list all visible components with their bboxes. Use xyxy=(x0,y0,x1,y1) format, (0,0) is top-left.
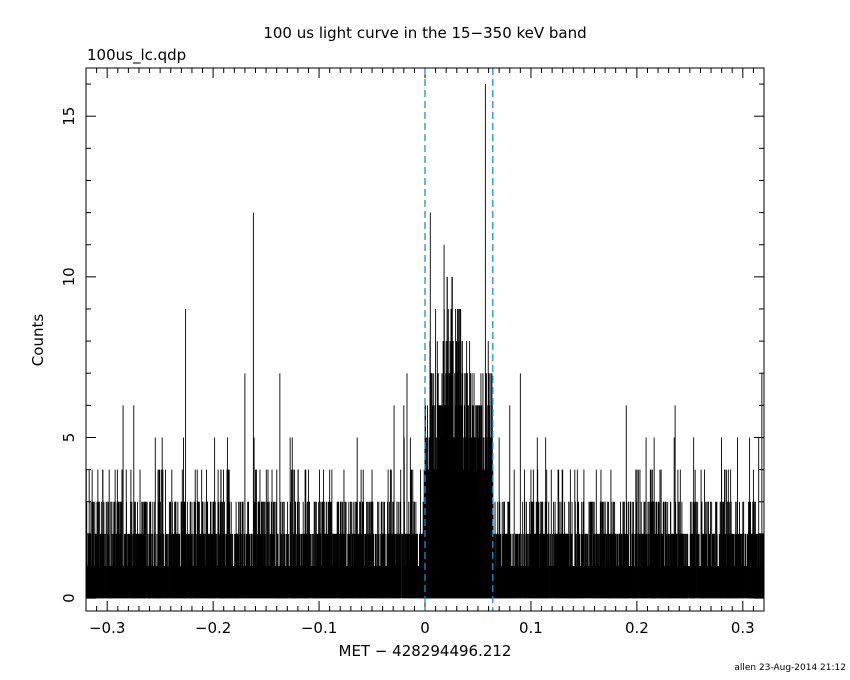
file-name-label: 100us_lc.qdp xyxy=(87,46,186,65)
footer-stamp: allen 23-Aug-2014 21:12 xyxy=(734,663,846,673)
y-tick-label: 5 xyxy=(60,433,78,443)
y-axis-label: Counts xyxy=(29,314,47,367)
x-tick-label: 0.3 xyxy=(731,619,755,637)
reference-lines xyxy=(424,68,494,611)
x-axis-label: MET − 428294496.212 xyxy=(339,642,512,660)
bars-layer xyxy=(85,84,765,599)
x-tick-label: 0.1 xyxy=(519,619,543,637)
x-tick-label: −0.3 xyxy=(89,619,125,637)
x-tick-label: 0.2 xyxy=(625,619,649,637)
x-tick-label: −0.2 xyxy=(195,619,231,637)
x-tick-label: −0.1 xyxy=(301,619,337,637)
chart-title: 100 us light curve in the 15−350 keV ban… xyxy=(263,24,586,42)
ticks-layer: −0.3 −0.2 −0.1 0 0.1 0.2 0.3 0 5 10 15 xyxy=(60,68,765,637)
plot-frame xyxy=(85,67,765,612)
y-tick-label: 10 xyxy=(60,267,78,286)
y-tick-label: 0 xyxy=(60,593,78,603)
x-tick-label: 0 xyxy=(420,619,430,637)
y-tick-label: 15 xyxy=(60,107,78,126)
